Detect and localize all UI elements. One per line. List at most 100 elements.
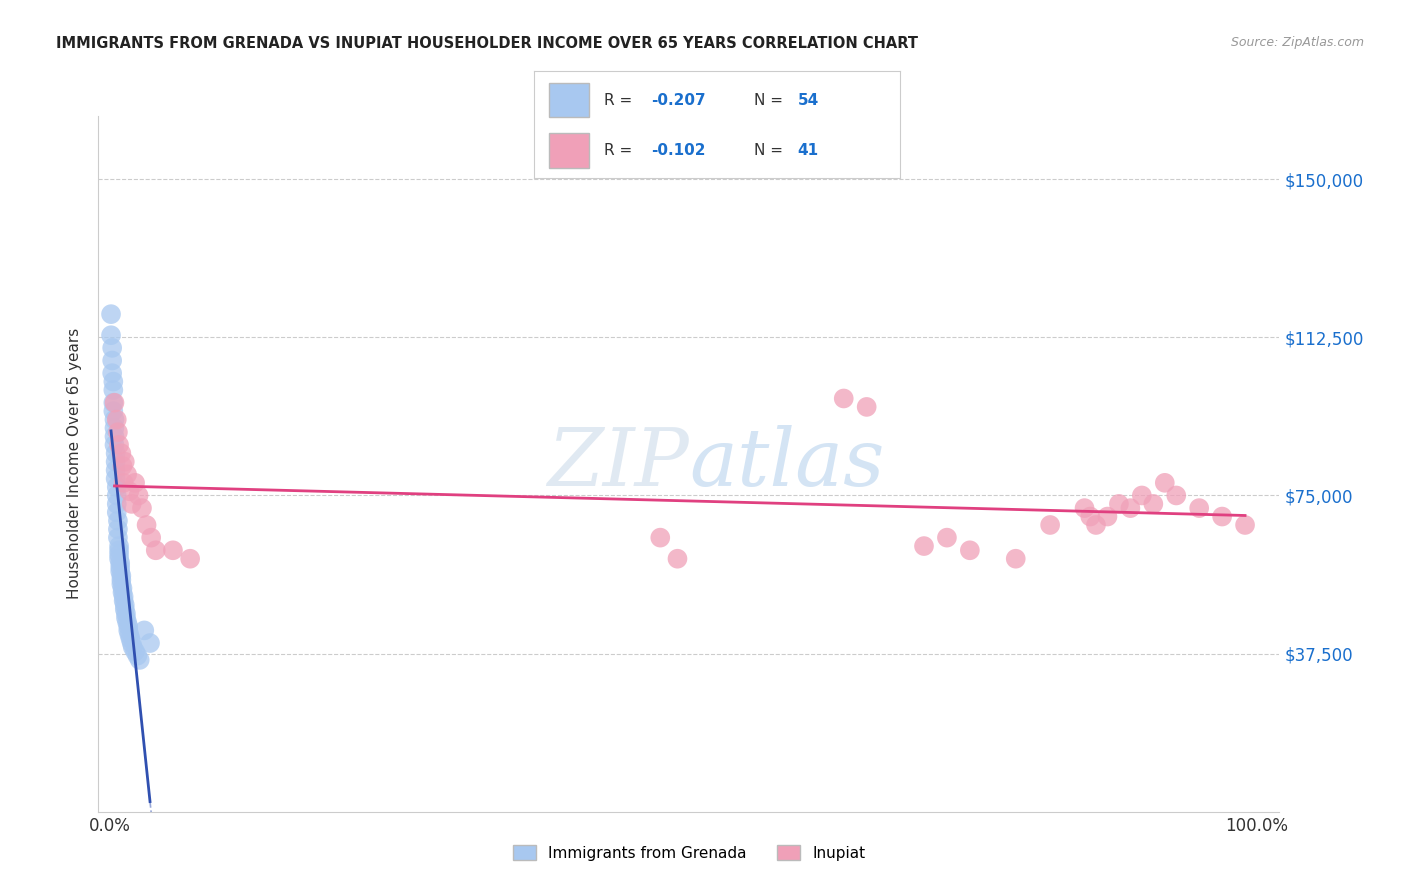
Point xyxy=(1211,509,1233,524)
Point xyxy=(107,514,129,528)
Point xyxy=(104,446,127,460)
Point xyxy=(131,501,153,516)
Point xyxy=(115,607,138,621)
Point xyxy=(162,543,184,558)
Point xyxy=(112,594,135,608)
Point xyxy=(104,455,127,469)
Point xyxy=(666,551,689,566)
Text: R =: R = xyxy=(603,143,637,158)
Point xyxy=(115,467,138,482)
Text: atlas: atlas xyxy=(689,425,884,502)
Point xyxy=(114,598,136,612)
Point xyxy=(1004,551,1026,566)
Point xyxy=(108,543,131,558)
Point xyxy=(912,539,935,553)
Point xyxy=(111,585,134,599)
Text: IMMIGRANTS FROM GRENADA VS INUPIAT HOUSEHOLDER INCOME OVER 65 YEARS CORRELATION : IMMIGRANTS FROM GRENADA VS INUPIAT HOUSE… xyxy=(56,36,918,51)
Point xyxy=(1097,509,1119,524)
Point xyxy=(103,375,125,389)
Point xyxy=(112,475,135,490)
Point xyxy=(110,573,132,587)
Text: N =: N = xyxy=(754,93,787,108)
Point xyxy=(103,395,125,409)
Point xyxy=(103,383,125,397)
Text: R =: R = xyxy=(603,93,637,108)
Point xyxy=(103,429,125,443)
Point xyxy=(108,551,131,566)
Point xyxy=(115,611,138,625)
Point xyxy=(121,636,143,650)
Text: ZIP: ZIP xyxy=(547,425,689,502)
Point xyxy=(1153,475,1175,490)
Point xyxy=(101,353,124,368)
Point xyxy=(105,480,128,494)
Point xyxy=(124,644,146,658)
FancyBboxPatch shape xyxy=(548,134,589,168)
Point xyxy=(108,556,131,570)
Text: -0.102: -0.102 xyxy=(651,143,706,158)
Point xyxy=(855,400,877,414)
Point xyxy=(110,446,132,460)
Point xyxy=(139,636,162,650)
Text: Source: ZipAtlas.com: Source: ZipAtlas.com xyxy=(1230,36,1364,49)
Point xyxy=(118,484,141,499)
Point xyxy=(110,577,132,591)
Point xyxy=(135,518,157,533)
Point xyxy=(107,425,129,440)
Point xyxy=(103,404,125,418)
Point xyxy=(114,602,136,616)
Point xyxy=(108,560,131,574)
Point xyxy=(832,392,855,406)
Point xyxy=(179,551,201,566)
Point xyxy=(101,366,124,380)
Point xyxy=(141,531,163,545)
Point xyxy=(103,438,125,452)
Point xyxy=(128,653,150,667)
Point xyxy=(959,543,981,558)
Point xyxy=(115,615,138,629)
Point xyxy=(650,531,672,545)
Point xyxy=(1108,497,1130,511)
Legend: Immigrants from Grenada, Inupiat: Immigrants from Grenada, Inupiat xyxy=(506,838,872,867)
Text: N =: N = xyxy=(754,143,787,158)
Point xyxy=(935,531,957,545)
Point xyxy=(1166,488,1188,502)
Text: 54: 54 xyxy=(797,93,818,108)
Point xyxy=(134,624,156,638)
Point xyxy=(1234,518,1257,533)
Point xyxy=(100,328,122,343)
Point xyxy=(108,565,131,579)
Point xyxy=(112,590,135,604)
Point xyxy=(104,472,127,486)
Point xyxy=(128,488,150,502)
Point xyxy=(121,497,143,511)
Point xyxy=(127,648,149,663)
Point xyxy=(105,412,128,426)
Text: 41: 41 xyxy=(797,143,818,158)
Point xyxy=(1085,518,1108,533)
Point xyxy=(105,488,128,502)
Point xyxy=(1130,488,1153,502)
Point xyxy=(1188,501,1211,516)
Point xyxy=(105,497,128,511)
Point xyxy=(105,505,128,519)
Point xyxy=(120,632,142,646)
Point xyxy=(1078,509,1101,524)
Point xyxy=(108,539,131,553)
Point xyxy=(111,581,134,595)
Point xyxy=(104,463,127,477)
Text: -0.207: -0.207 xyxy=(651,93,706,108)
Point xyxy=(1039,518,1062,533)
Point xyxy=(111,458,134,473)
Point xyxy=(101,341,124,355)
Point xyxy=(124,475,146,490)
Point xyxy=(103,412,125,426)
Point xyxy=(107,522,129,536)
Point xyxy=(114,455,136,469)
Point xyxy=(108,438,131,452)
Point xyxy=(103,421,125,435)
Point xyxy=(1142,497,1164,511)
Point xyxy=(107,531,129,545)
Point xyxy=(108,548,131,562)
Point xyxy=(1073,501,1095,516)
